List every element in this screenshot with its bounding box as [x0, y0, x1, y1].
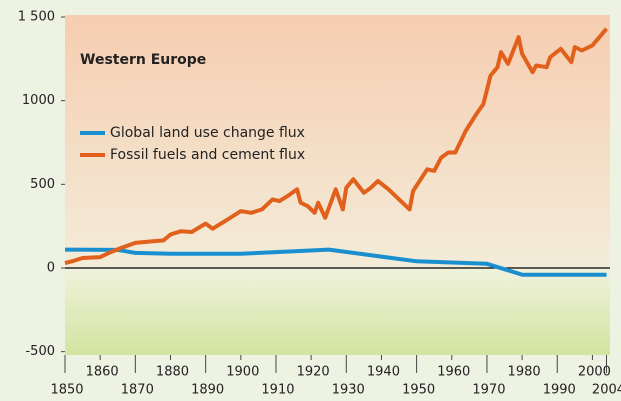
- x-tick-label: 1880: [156, 365, 189, 380]
- y-tick-label: 1 500: [18, 10, 55, 25]
- x-tick-label: 1910: [261, 383, 294, 398]
- x-tick-label: 1990: [543, 383, 576, 398]
- x-tick-label: 1950: [402, 383, 435, 398]
- chart-title: Western Europe: [80, 52, 206, 68]
- x-tick-label: 1860: [86, 365, 119, 380]
- x-tick-label: 2000: [578, 365, 611, 380]
- legend-label: Fossil fuels and cement flux: [110, 147, 305, 163]
- y-tick-label: -500: [25, 344, 55, 359]
- x-tick-label: 2004: [592, 383, 621, 398]
- plot-area-negative: [65, 267, 610, 355]
- x-tick-label: 1920: [297, 365, 330, 380]
- x-tick-label: 1850: [50, 383, 83, 398]
- y-tick-label: 500: [30, 177, 55, 192]
- legend-label: Global land use change flux: [110, 125, 305, 141]
- x-tick-label: 1980: [508, 365, 541, 380]
- x-tick-label: 1970: [472, 383, 505, 398]
- x-tick-label: 1960: [437, 365, 470, 380]
- y-tick-label: 1000: [22, 93, 55, 108]
- x-tick-label: 1930: [332, 383, 365, 398]
- x-tick-label: 1940: [367, 365, 400, 380]
- series-line: [64, 247, 607, 277]
- plot-area-positive: [65, 15, 610, 268]
- x-tick-label: 1900: [226, 365, 259, 380]
- x-tick-label: 1870: [121, 383, 154, 398]
- x-tick-label: 1890: [191, 383, 224, 398]
- series-line: [64, 27, 609, 265]
- y-tick-label: 0: [47, 260, 55, 275]
